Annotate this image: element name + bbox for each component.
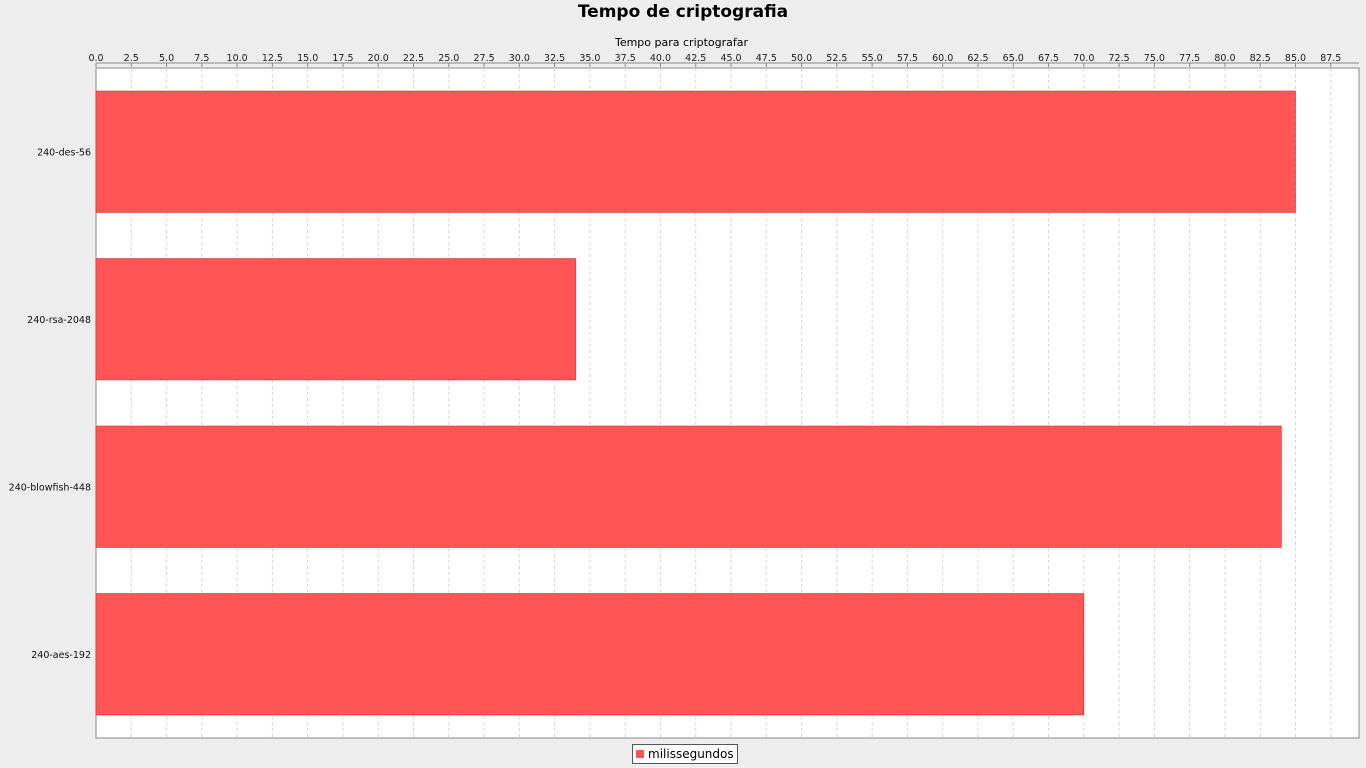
x-tick-label: 10.0 [227, 53, 248, 64]
x-tick-label: 67.5 [1038, 53, 1059, 64]
x-tick-label: 2.5 [124, 53, 139, 64]
x-tick-label: 32.5 [544, 53, 565, 64]
x-tick-label: 37.5 [615, 53, 636, 64]
x-tick-label: 50.0 [791, 53, 812, 64]
x-tick-label: 65.0 [1003, 53, 1024, 64]
category-label: 240-rsa-2048 [27, 315, 91, 326]
x-axis-label: Tempo para criptografar [614, 36, 749, 49]
x-tick-label: 77.5 [1179, 53, 1200, 64]
x-tick-label: 15.0 [297, 53, 318, 64]
x-tick-label: 75.0 [1144, 53, 1165, 64]
x-tick-label: 17.5 [332, 53, 353, 64]
x-tick-label: 30.0 [509, 53, 530, 64]
x-tick-label: 42.5 [685, 53, 706, 64]
x-tick-label: 82.5 [1250, 53, 1271, 64]
x-tick-label: 47.5 [756, 53, 777, 64]
bar-240-blowfish-448 [95, 425, 1282, 548]
x-tick-label: 57.5 [897, 53, 918, 64]
x-tick-label: 12.5 [262, 53, 283, 64]
category-label: 240-blowfish-448 [9, 482, 91, 493]
x-tick-label: 52.5 [826, 53, 847, 64]
bar-240-rsa-2048 [95, 258, 577, 381]
x-tick-label: 80.0 [1214, 53, 1235, 64]
legend-label: milissegundos [648, 747, 734, 761]
legend: milissegundos [632, 744, 738, 764]
x-tick-label: 87.5 [1320, 53, 1341, 64]
x-tick-label: 25.0 [438, 53, 459, 64]
x-tick-label: 60.0 [932, 53, 953, 64]
x-tick-label: 20.0 [368, 53, 389, 64]
category-label: 240-aes-192 [31, 650, 91, 661]
bar-240-des-56 [95, 90, 1296, 213]
x-tick-label: 7.5 [194, 53, 209, 64]
x-tick-label: 55.0 [862, 53, 883, 64]
legend-swatch [636, 750, 644, 758]
x-tick-label: 40.0 [650, 53, 671, 64]
x-tick-label: 35.0 [579, 53, 600, 64]
x-tick-label: 27.5 [473, 53, 494, 64]
x-tick-label: 70.0 [1073, 53, 1094, 64]
x-tick-label: 85.0 [1285, 53, 1306, 64]
x-tick-label: 45.0 [720, 53, 741, 64]
x-tick-label: 22.5 [403, 53, 424, 64]
x-tick-label: 62.5 [967, 53, 988, 64]
category-label: 240-des-56 [37, 147, 91, 158]
x-tick-label: 5.0 [159, 53, 174, 64]
x-tick-label: 72.5 [1109, 53, 1130, 64]
x-tick-label: 0.0 [88, 53, 103, 64]
chart-title: Tempo de criptografia [577, 2, 789, 22]
bar-240-aes-192 [95, 593, 1085, 716]
